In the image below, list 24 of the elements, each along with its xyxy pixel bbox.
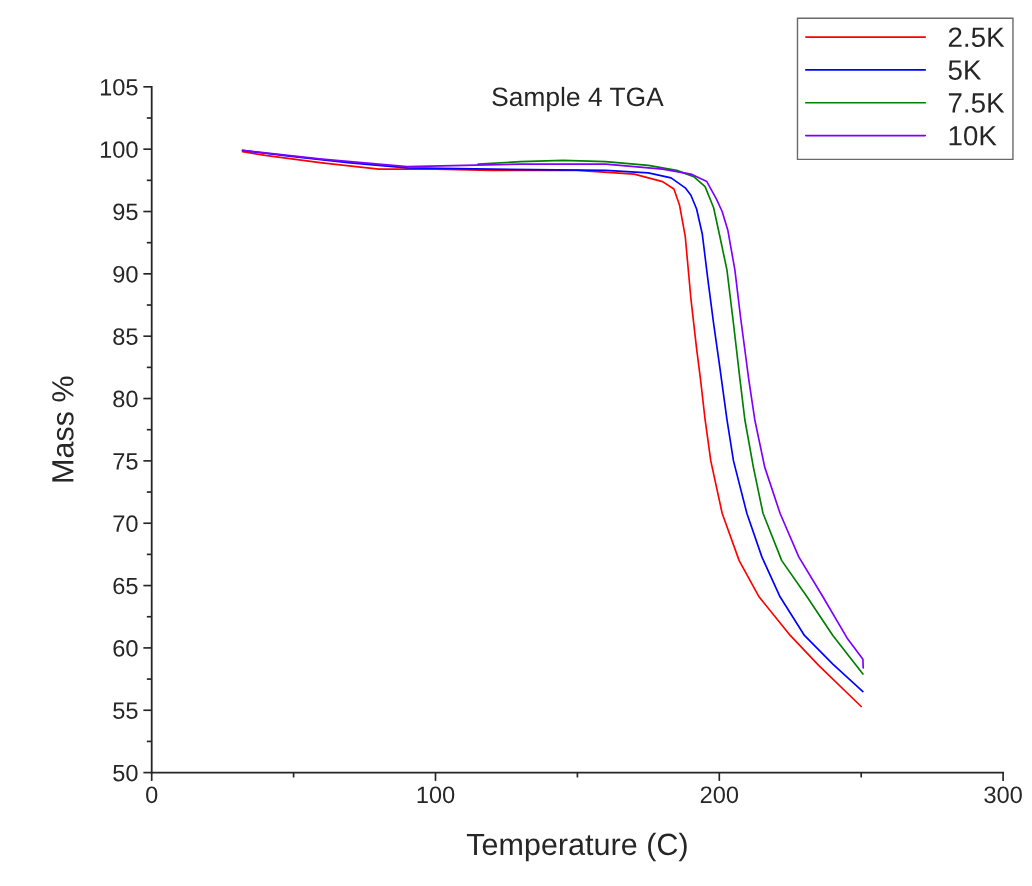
legend-label: 7.5K bbox=[948, 93, 1005, 113]
legend-label: 2.5K bbox=[948, 27, 1005, 48]
y-axis-title: Mass % bbox=[52, 376, 74, 482]
legend-label: 10K bbox=[949, 125, 997, 146]
y-tick-label: 60 bbox=[113, 639, 138, 657]
y-tick-label: 65 bbox=[113, 577, 138, 595]
y-tick-label: 75 bbox=[113, 453, 138, 470]
x-tick-label: 200 bbox=[700, 786, 739, 804]
x-axis-title: Temperature (C) bbox=[466, 832, 687, 862]
legend-label: 5K bbox=[948, 60, 982, 80]
y-tick-label: 80 bbox=[113, 390, 138, 408]
y-tick-label: 90 bbox=[113, 265, 138, 283]
y-tick-label: 70 bbox=[113, 515, 138, 533]
y-tick-label: 105 bbox=[100, 78, 138, 96]
y-tick-label: 85 bbox=[113, 328, 138, 345]
chart-title: Sample 4 TGA bbox=[492, 86, 664, 112]
y-tick-label: 100 bbox=[100, 141, 138, 158]
line-series bbox=[477, 159, 864, 675]
x-tick-label: 0 bbox=[146, 786, 158, 804]
y-tick-label: 55 bbox=[113, 702, 138, 720]
y-tick-label: 95 bbox=[113, 203, 138, 221]
x-tick-label: 100 bbox=[417, 786, 455, 804]
y-tick-label: 50 bbox=[113, 764, 138, 782]
x-tick-label: 300 bbox=[984, 786, 1022, 804]
